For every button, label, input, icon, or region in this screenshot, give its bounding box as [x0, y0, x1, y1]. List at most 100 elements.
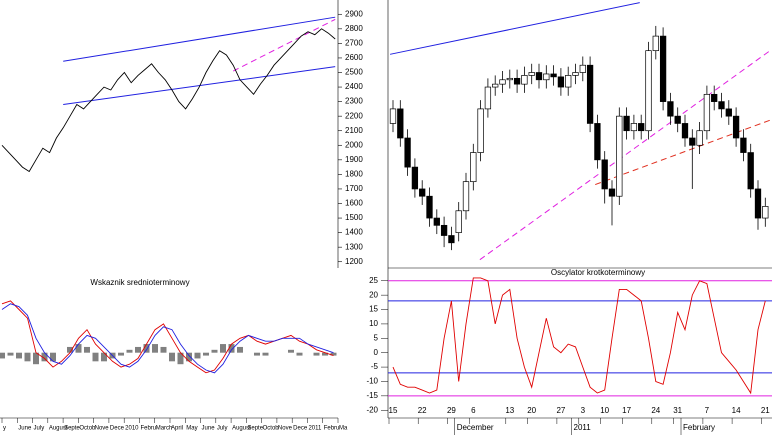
candle-body — [674, 115, 681, 124]
trend-line — [595, 119, 772, 186]
y-tick-label: 2000 — [345, 140, 363, 149]
histogram-bar — [203, 352, 209, 356]
y-tick-label: 20 — [369, 290, 378, 299]
histogram-bar — [288, 349, 294, 353]
candle-body — [645, 50, 652, 132]
histogram-bar — [237, 346, 243, 353]
candle-body — [557, 76, 565, 88]
x-tick-label: Nove — [278, 426, 293, 432]
candle-body — [579, 64, 586, 73]
x-tick-label: 24 — [651, 406, 660, 415]
candle-body — [696, 130, 703, 146]
candle-body — [535, 72, 543, 81]
y-tick-label: 2900 — [345, 9, 363, 18]
histogram-bar — [33, 352, 39, 365]
x-tick-label: 31 — [673, 406, 682, 415]
candle-body — [470, 152, 477, 183]
x-tick-label: July — [34, 426, 45, 432]
candle-body — [499, 79, 506, 85]
x-tick-label: 13 — [505, 406, 514, 415]
x-tick-label: 20 — [527, 406, 536, 415]
x-tick-label: April — [171, 426, 183, 432]
y-tick-label: 2200 — [345, 111, 363, 120]
histogram-bar — [194, 352, 201, 359]
candle-body — [455, 210, 462, 233]
y-tick-label: 2600 — [345, 53, 363, 62]
x-tick-label: 7 — [705, 406, 710, 415]
candle-body — [543, 73, 550, 81]
y-tick-label: 5 — [374, 333, 379, 342]
candle-body — [616, 115, 623, 197]
histogram-bar — [322, 352, 328, 356]
candle-body — [389, 108, 397, 124]
y-tick-label: 2300 — [345, 97, 363, 106]
candle-body — [703, 93, 711, 132]
candle-body — [732, 115, 740, 139]
y-tick-label: 1400 — [345, 228, 363, 237]
histogram-bar — [50, 352, 56, 362]
trend-line — [389, 2, 640, 55]
x-tick-label: Octob — [79, 426, 96, 432]
candle-body — [565, 75, 572, 88]
histogram-bar — [92, 352, 99, 362]
histogram-bar — [152, 344, 158, 353]
candle-body — [419, 188, 426, 197]
candle-body — [608, 188, 616, 197]
candle-body — [740, 137, 747, 153]
x-tick-label: May — [186, 426, 197, 432]
y-tick-label: 2100 — [345, 126, 363, 135]
histogram-bar — [67, 346, 73, 353]
candle-body — [681, 123, 689, 139]
histogram-bar — [220, 344, 226, 353]
histogram-bar — [254, 352, 260, 356]
x-tick-label: Octob — [263, 426, 280, 432]
histogram-bar — [313, 352, 320, 356]
x-tick-label: Febru — [140, 426, 156, 432]
x-tick-label: 6 — [471, 406, 476, 415]
candle-body — [448, 235, 455, 244]
candle-body — [754, 188, 762, 219]
month-label: 2011 — [574, 423, 592, 432]
histogram-bar — [143, 344, 150, 353]
candle-body — [718, 101, 725, 110]
histogram-bar — [16, 352, 22, 359]
candle-body — [528, 72, 535, 76]
x-tick-label: 21 — [761, 406, 770, 415]
histogram-bar — [211, 349, 218, 353]
x-tick-label: 3 — [581, 406, 586, 415]
histogram-bar — [228, 344, 235, 353]
histogram-bar — [135, 346, 141, 353]
x-tick-label: Dece — [293, 426, 308, 432]
candle-body — [404, 137, 411, 168]
candle-body — [762, 206, 769, 219]
y-tick-label: 2500 — [345, 68, 363, 77]
x-tick-label: 2010 — [125, 426, 139, 432]
price-line — [1, 28, 336, 173]
y-tick-label: 1900 — [345, 155, 363, 164]
candle-body — [667, 101, 674, 117]
histogram-bar — [0, 352, 5, 359]
candle-body — [484, 86, 492, 110]
y-tick-label: 1600 — [345, 199, 363, 208]
trend-line — [63, 66, 336, 106]
candle-body — [747, 152, 754, 190]
y-tick-label: -20 — [366, 405, 378, 414]
histogram-bar — [262, 352, 269, 356]
x-tick-label: July — [217, 426, 228, 432]
candle-body — [477, 108, 484, 153]
x-tick-label: Ma — [339, 426, 348, 432]
y-tick-label: 0 — [374, 348, 379, 357]
x-tick-label: 15 — [389, 406, 398, 415]
histogram-bar — [24, 352, 31, 362]
month-label: February — [683, 423, 715, 432]
y-tick-label: 1700 — [345, 184, 363, 193]
x-tick-label: 10 — [600, 406, 609, 415]
histogram-bar — [101, 352, 107, 362]
histogram-bar — [330, 352, 337, 356]
x-tick-label: 27 — [556, 406, 565, 415]
candle-body — [492, 83, 499, 88]
oscillator-line — [392, 277, 766, 395]
histogram-bar — [7, 352, 14, 356]
